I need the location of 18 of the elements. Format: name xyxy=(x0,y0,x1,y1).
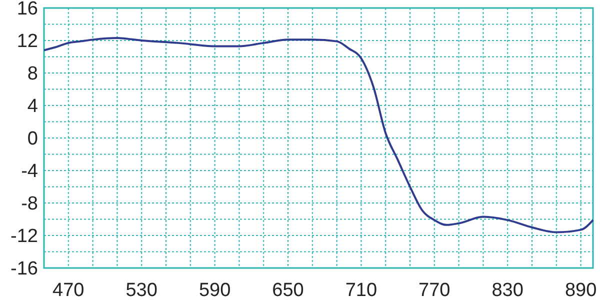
x-tick-label: 530 xyxy=(126,280,158,300)
y-tick-label: 4 xyxy=(27,96,38,118)
y-tick-label: -8 xyxy=(21,194,38,215)
y-tick-label: -16 xyxy=(10,258,38,280)
x-tick-label: 650 xyxy=(272,280,304,300)
y-tick-label: 8 xyxy=(27,64,38,85)
y-tick-label: 0 xyxy=(27,128,38,150)
y-tick-label: -4 xyxy=(21,161,38,182)
x-tick-label: 890 xyxy=(564,280,597,300)
x-tick-label: 470 xyxy=(52,280,84,300)
x-tick-label: 590 xyxy=(198,280,231,300)
line-series xyxy=(43,37,594,234)
y-tick-label: 16 xyxy=(16,0,38,20)
x-tick-label: 710 xyxy=(345,280,378,300)
y-tick-label: 12 xyxy=(16,31,38,52)
y-tick-label: -12 xyxy=(10,226,38,248)
x-tick-label: 770 xyxy=(418,280,450,300)
x-tick-label: 830 xyxy=(492,280,524,300)
